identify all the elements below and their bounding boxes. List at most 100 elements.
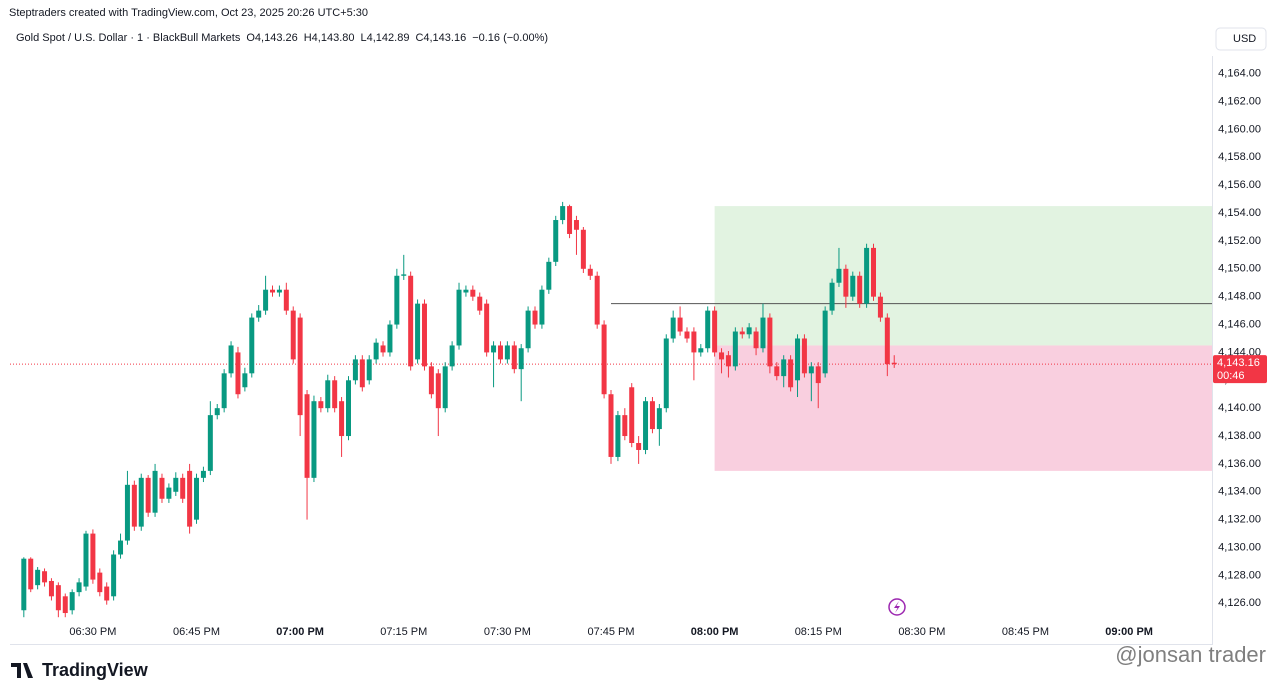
candle-body (62, 596, 68, 614)
x-tick-label: 07:45 PM (587, 626, 634, 638)
candle-body (781, 359, 787, 377)
candle-body (435, 373, 441, 409)
candle-body (187, 470, 193, 527)
candle-body (504, 345, 510, 360)
candle-body (97, 572, 103, 593)
candle-body (636, 443, 642, 450)
candle-body (318, 401, 324, 409)
candle-body (815, 366, 821, 384)
candle-body (401, 274, 407, 276)
candle-body (21, 558, 27, 611)
candle-body (822, 310, 828, 374)
x-tick-label: 06:30 PM (69, 626, 116, 638)
candle-body (511, 345, 517, 370)
currency-box[interactable] (1215, 27, 1267, 51)
candle-body (677, 317, 683, 332)
alert-icon[interactable] (888, 598, 906, 616)
candle-body (836, 268, 842, 283)
candle-body (235, 352, 241, 395)
candle-body (138, 477, 144, 527)
candle-body (380, 345, 386, 353)
y-tick-label: 4,146.00 (1218, 318, 1261, 330)
x-tick-label: 08:45 PM (1002, 626, 1049, 638)
y-tick-label: 4,158.00 (1218, 151, 1261, 163)
candle-body (456, 289, 462, 346)
ohlc-value: −0.16 (−0.00%) (472, 32, 548, 44)
candle-body (228, 345, 234, 374)
candle-body (180, 477, 186, 499)
y-tick-label: 4,132.00 (1218, 514, 1261, 526)
candle-body (587, 268, 593, 276)
last-price-box (1213, 355, 1267, 384)
candle-body (884, 317, 890, 365)
candle-body (276, 289, 282, 293)
candle-body (131, 484, 137, 527)
candle-body (345, 380, 351, 437)
candle-body (35, 569, 41, 586)
candle-body (725, 355, 731, 367)
candle-body (760, 317, 766, 349)
candle-body (477, 296, 483, 311)
watermark: @jonsan trader (1115, 642, 1266, 667)
candle-body (69, 592, 75, 611)
y-tick-label: 4,160.00 (1218, 123, 1261, 135)
y-tick-label: 4,126.00 (1218, 597, 1261, 609)
last-price-label: 4,143.16 (1217, 357, 1260, 369)
candle-body (359, 359, 365, 388)
candle-body (124, 484, 130, 541)
candle-body (877, 296, 883, 318)
candle-body (788, 359, 794, 388)
candle-body (166, 487, 172, 499)
candle-body (864, 247, 870, 304)
candle-body (601, 324, 607, 395)
candle-body (387, 324, 393, 353)
candle-body (698, 348, 704, 353)
candle-body (518, 348, 524, 370)
candle-body (705, 310, 711, 349)
y-tick-label: 4,130.00 (1218, 541, 1261, 553)
candle-body (829, 282, 835, 311)
candle-body (484, 303, 490, 353)
candle-body (560, 206, 566, 221)
candle-body (48, 580, 54, 597)
candle-body (352, 359, 358, 381)
ohlc-value: C4,143.16 (415, 32, 466, 44)
candle-body (525, 310, 531, 349)
candle-body (470, 289, 476, 297)
x-tick-label: 07:15 PM (380, 626, 427, 638)
candle-body (553, 220, 559, 262)
candle-body (753, 331, 759, 349)
ohlc-value: H4,143.80 (304, 32, 355, 44)
candle-body (532, 310, 538, 325)
y-tick-label: 4,140.00 (1218, 402, 1261, 414)
candle-body (55, 585, 61, 611)
y-tick-label: 4,148.00 (1218, 291, 1261, 303)
candle-body (194, 477, 200, 520)
x-tick-label: 09:00 PM (1105, 626, 1153, 638)
candle-body (580, 229, 586, 269)
candle-body (325, 380, 331, 409)
candle-body (732, 331, 738, 367)
y-tick-label: 4,136.00 (1218, 458, 1261, 470)
candle-body (221, 373, 227, 409)
ohlc-value: L4,142.89 (361, 32, 410, 44)
y-tick-label: 4,150.00 (1218, 263, 1261, 275)
candle-body (463, 289, 469, 293)
candle-body (891, 362, 897, 365)
candle-body (263, 289, 269, 311)
x-tick-label: 08:15 PM (795, 626, 842, 638)
candle-body (242, 373, 248, 388)
candle-body (104, 586, 110, 601)
candle-body (573, 220, 579, 230)
candle-body (719, 352, 725, 360)
candle-body (421, 303, 427, 367)
candle-body (159, 477, 165, 499)
candle-body (670, 317, 676, 339)
candle-body (366, 359, 372, 381)
candle-body (214, 408, 220, 416)
candle-body (145, 477, 151, 513)
candle-body (608, 394, 614, 457)
candle-body (415, 303, 421, 360)
candle-body (373, 342, 379, 360)
